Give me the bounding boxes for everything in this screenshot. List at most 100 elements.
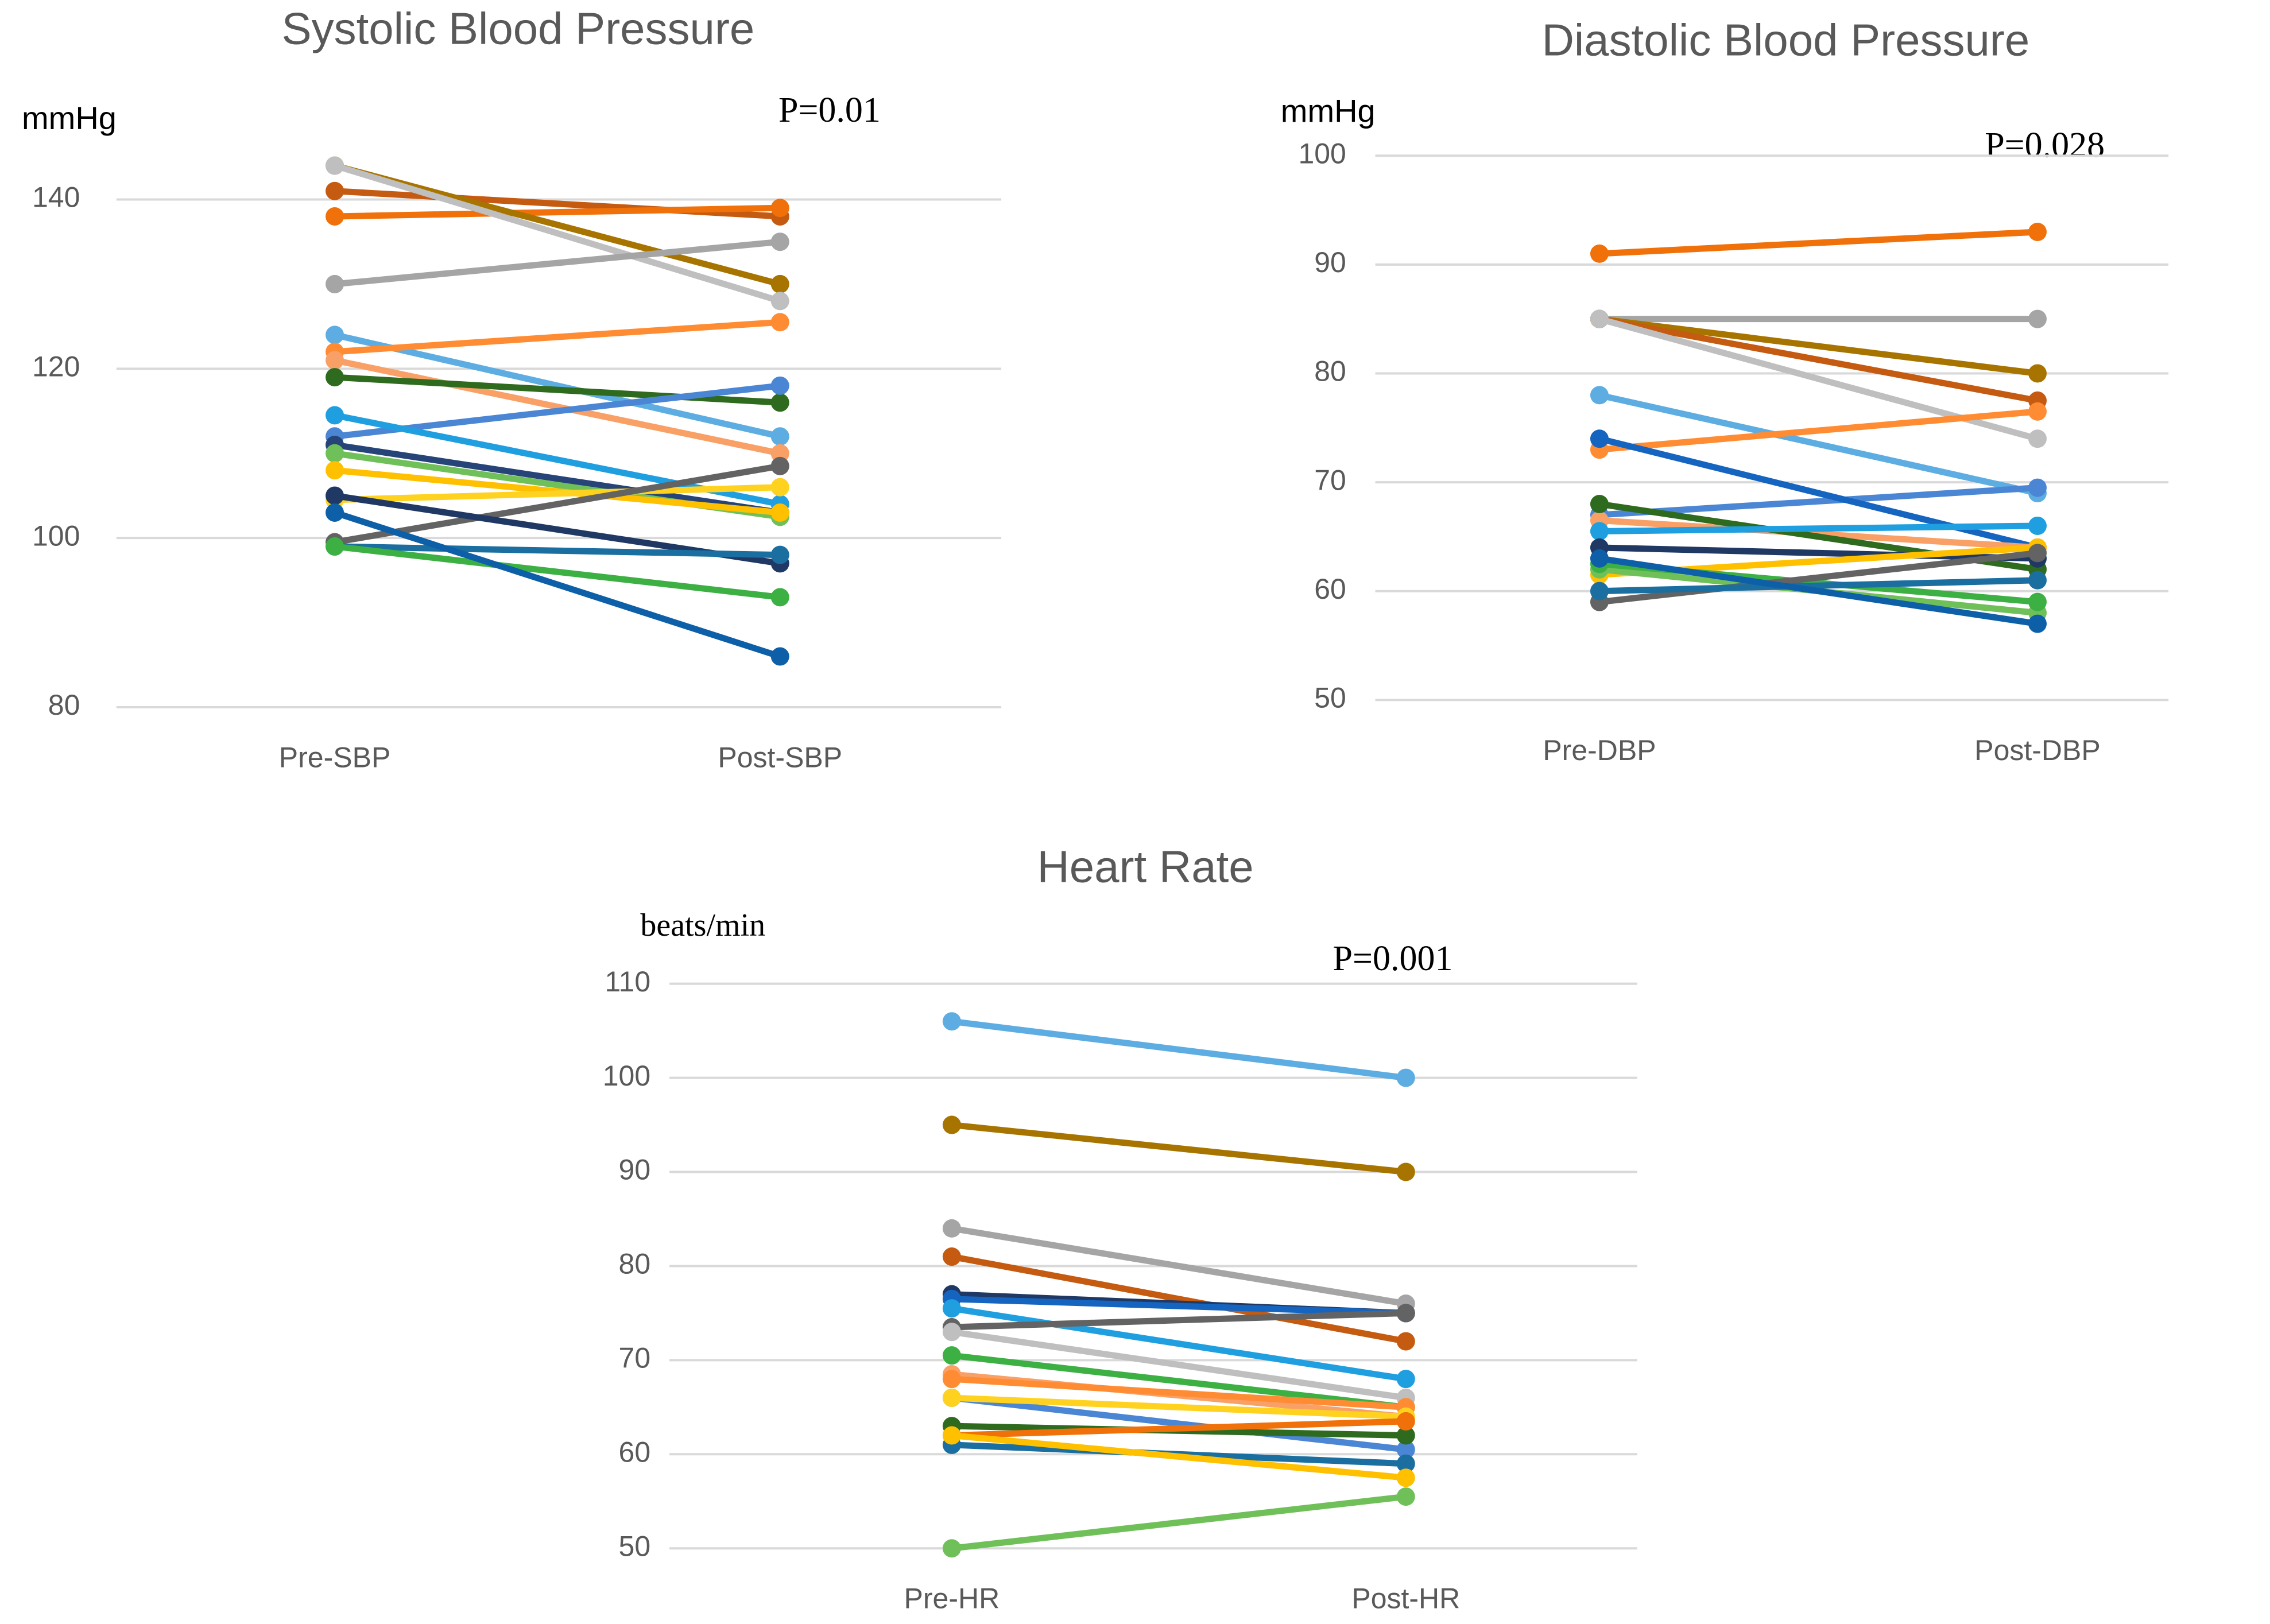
series-line <box>948 1305 1409 1382</box>
series-line <box>331 331 784 440</box>
x-tick-label: Post-DBP <box>1974 734 2101 766</box>
data-point <box>2028 222 2047 241</box>
y-tick-label: 60 <box>1314 573 1346 605</box>
data-point <box>942 1346 961 1365</box>
series-line <box>331 319 784 355</box>
series-line <box>948 1394 1409 1453</box>
y-tick-label: 140 <box>32 181 80 214</box>
series-line <box>948 1394 1409 1420</box>
series-line <box>331 357 784 457</box>
data-point <box>1396 1487 1415 1506</box>
series-line <box>331 374 784 406</box>
data-point <box>770 588 789 607</box>
annotation: P=0.028 <box>1985 126 2105 165</box>
data-point <box>326 181 344 200</box>
series-line <box>948 1432 1409 1481</box>
data-point <box>1396 1426 1415 1445</box>
data-point <box>1590 429 1609 448</box>
data-point <box>326 503 344 522</box>
series-line <box>1596 522 2041 534</box>
y-tick-label: 80 <box>619 1248 651 1280</box>
y-tick-label: 100 <box>32 520 80 552</box>
series-line <box>1596 555 2041 627</box>
data-point <box>1396 1332 1415 1351</box>
y-tick-label: 100 <box>603 1060 650 1092</box>
y-tick-label: 50 <box>1314 682 1346 714</box>
data-point <box>326 461 344 480</box>
x-tick-label: Post-HR <box>1351 1583 1460 1615</box>
series-line <box>1596 316 2041 404</box>
x-tick-label: Post-SBP <box>718 741 842 773</box>
data-point <box>770 232 789 251</box>
data-point <box>326 156 344 175</box>
data-point <box>1590 549 1609 568</box>
series-line <box>948 1122 1409 1176</box>
series-line <box>331 441 784 516</box>
data-point <box>2028 478 2047 497</box>
data-point <box>1590 309 1609 328</box>
data-point <box>2028 429 2047 448</box>
x-tick-label: Pre-DBP <box>1543 734 1656 766</box>
data-point <box>770 292 789 311</box>
data-point <box>2028 364 2047 383</box>
chart-title: Heart Rate <box>1037 842 1253 892</box>
data-point <box>770 456 789 475</box>
data-point <box>770 313 789 332</box>
x-tick-label: Pre-HR <box>904 1583 1000 1615</box>
y-tick-label: 70 <box>1314 464 1346 496</box>
data-point <box>2028 402 2047 421</box>
y-tick-label: 80 <box>48 689 80 721</box>
series-line <box>948 1328 1409 1401</box>
data-point <box>1396 1304 1415 1323</box>
data-point <box>942 1219 961 1238</box>
x-tick-label: Pre-SBP <box>279 741 391 773</box>
series-line <box>948 1296 1409 1316</box>
series-line <box>1596 228 2041 257</box>
data-point <box>1396 1412 1415 1431</box>
series-line <box>1596 408 2041 453</box>
series-line <box>331 543 784 559</box>
chart-title: Diastolic Blood Pressure <box>1542 15 2030 65</box>
data-point <box>1396 1162 1415 1181</box>
series-line <box>948 1309 1409 1331</box>
data-point <box>326 444 344 463</box>
series-line <box>948 1418 1409 1439</box>
data-point <box>1396 1468 1415 1487</box>
data-point <box>770 274 789 293</box>
y-tick-label: 100 <box>1298 137 1346 169</box>
data-point <box>942 1388 961 1407</box>
data-point <box>770 444 789 463</box>
series-line <box>1596 485 2041 518</box>
data-point <box>1396 1440 1415 1459</box>
y-tick-label: 60 <box>619 1436 651 1468</box>
data-point <box>2028 309 2047 328</box>
data-point <box>326 274 344 293</box>
data-point <box>1590 582 1609 600</box>
series-line <box>948 1352 1409 1410</box>
y-tick-label: 70 <box>619 1342 651 1374</box>
series-line <box>1596 316 2041 377</box>
y-tick-label: 120 <box>32 351 80 383</box>
series-line <box>331 484 784 503</box>
data-point <box>942 1115 961 1134</box>
y-tick-label: 110 <box>605 966 650 998</box>
series-line <box>1596 577 2041 595</box>
data-point <box>770 647 789 666</box>
series-line <box>331 238 784 288</box>
annotation: P=0.001 <box>1333 939 1453 978</box>
data-point <box>942 1247 961 1266</box>
series-line <box>1596 544 2041 562</box>
data-point <box>942 1012 961 1031</box>
series-line <box>1596 392 2041 497</box>
chart-title: Systolic Blood Pressure <box>282 3 755 53</box>
data-point <box>2028 592 2047 611</box>
series-line <box>331 204 784 220</box>
data-point <box>942 1426 961 1445</box>
data-point <box>1590 386 1609 405</box>
series-line <box>948 1018 1409 1082</box>
series-line <box>1596 549 2041 606</box>
series-line <box>331 463 784 546</box>
data-point <box>2028 614 2047 633</box>
